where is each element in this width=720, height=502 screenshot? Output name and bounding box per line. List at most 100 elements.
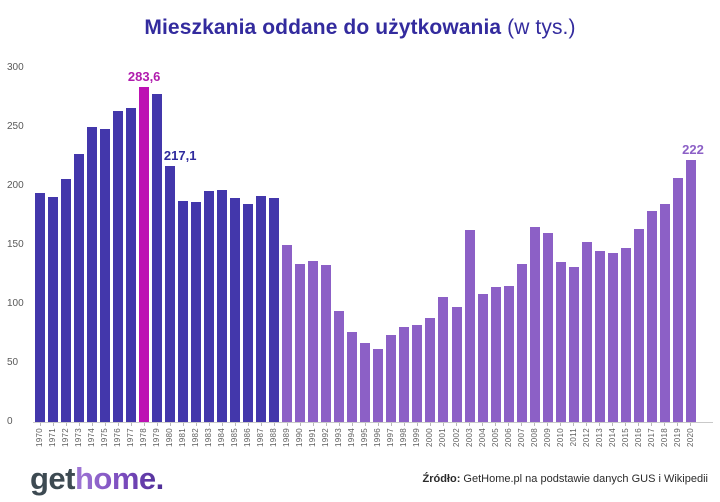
x-tick: [156, 423, 158, 426]
chart-title: Mieszkania oddane do użytkowania (w tys.…: [0, 16, 720, 40]
bar-chart: 1970 1971 1972 1973 1974 1975 1976 1977 1978 1979…: [0, 55, 720, 457]
bar-1982: [191, 202, 202, 422]
bar-1999: [412, 325, 423, 422]
x-axis-label-1980: 1980: [165, 428, 175, 447]
logo-text-home: home.: [75, 461, 164, 496]
x-slot-1978: 1978: [139, 423, 149, 447]
x-tick: [338, 423, 340, 426]
x-axis-label-2001: 2001: [438, 428, 448, 447]
x-axis-label-1988: 1988: [269, 428, 279, 447]
x-tick: [508, 423, 510, 426]
x-axis-label-1976: 1976: [113, 428, 123, 447]
x-axis-label-2004: 2004: [477, 428, 487, 447]
x-slot-1976: 1976: [113, 423, 123, 447]
bar-1992: [321, 265, 332, 422]
x-axis-label-1973: 1973: [74, 428, 84, 447]
x-tick: [690, 423, 692, 426]
bar-2012: [581, 242, 592, 422]
x-tick: [286, 423, 288, 426]
bar-2001: [438, 296, 449, 422]
x-axis-label-1979: 1979: [152, 428, 162, 447]
x-slot-1984: 1984: [217, 423, 227, 447]
gethome-logo: gethome.: [30, 459, 164, 499]
x-tick: [469, 423, 471, 426]
x-axis-label-1994: 1994: [347, 428, 357, 447]
x-axis-label-2000: 2000: [425, 428, 435, 447]
x-axis-label-2012: 2012: [581, 428, 591, 447]
x-slot-2018: 2018: [660, 423, 670, 447]
bar-2009: [542, 233, 553, 422]
x-slot-2009: 2009: [543, 423, 553, 447]
x-tick: [143, 423, 145, 426]
x-tick: [39, 423, 41, 426]
x-tick: [312, 423, 314, 426]
x-tick: [573, 423, 575, 426]
x-axis-label-1992: 1992: [321, 428, 331, 447]
x-axis-label-2020: 2020: [685, 428, 695, 447]
y-axis-label-300: 300: [7, 62, 24, 73]
x-axis-label-1978: 1978: [139, 428, 149, 447]
bar-1986: [243, 203, 254, 422]
bar-1995: [360, 342, 371, 422]
x-axis-label-2009: 2009: [542, 428, 552, 447]
x-slot-2019: 2019: [673, 423, 683, 447]
x-slot-2016: 2016: [634, 423, 644, 447]
x-slot-1989: 1989: [282, 423, 292, 447]
x-slot-1971: 1971: [48, 423, 58, 447]
bar-2020: [685, 160, 696, 422]
x-axis-label-1995: 1995: [360, 428, 370, 447]
chart-title-suffix: (w tys.): [501, 16, 576, 39]
x-slot-1994: 1994: [347, 423, 357, 447]
x-slot-2020: 2020: [686, 423, 696, 447]
x-tick: [273, 423, 275, 426]
bar-2016: [633, 229, 644, 422]
bar-1994: [347, 332, 358, 422]
source-prefix: Źródło:: [422, 473, 461, 485]
source-text: GetHome.pl na podstawie danych GUS i Wik…: [460, 473, 708, 485]
x-slot-2006: 2006: [504, 423, 514, 447]
x-tick: [429, 423, 431, 426]
x-slot-1987: 1987: [256, 423, 266, 447]
x-tick: [677, 423, 679, 426]
bar-2002: [451, 306, 462, 422]
x-slot-2014: 2014: [608, 423, 618, 447]
x-tick: [91, 423, 93, 426]
x-slot-2001: 2001: [438, 423, 448, 447]
x-slot-1996: 1996: [373, 423, 383, 447]
x-axis-line: [33, 422, 713, 423]
x-axis-label-1983: 1983: [204, 428, 214, 447]
x-axis-label-1975: 1975: [100, 428, 110, 447]
x-slot-2015: 2015: [621, 423, 631, 447]
bar-1981: [178, 201, 189, 422]
bar-1979: [152, 94, 163, 422]
x-axis-label-2016: 2016: [633, 428, 643, 447]
x-slot-1974: 1974: [87, 423, 97, 447]
x-axis-label-1985: 1985: [230, 428, 240, 447]
x-tick: [456, 423, 457, 426]
x-slot-1980: 1980: [165, 423, 175, 447]
bar-1993: [334, 310, 345, 422]
logo-text-get: get: [30, 461, 76, 496]
x-slot-1985: 1985: [230, 423, 240, 447]
x-tick: [612, 423, 614, 426]
x-axis-label-2017: 2017: [646, 428, 656, 447]
x-tick: [586, 423, 588, 426]
bar-1983: [204, 191, 215, 422]
x-axis-label-2010: 2010: [555, 428, 565, 447]
bar-2008: [529, 227, 540, 422]
bar-2010: [555, 261, 566, 422]
x-tick: [117, 423, 119, 426]
bar-2006: [503, 285, 514, 422]
x-axis-label-2008: 2008: [529, 428, 539, 447]
x-slot-1997: 1997: [386, 423, 396, 447]
x-tick: [599, 423, 601, 426]
bar-2019: [672, 177, 683, 422]
bar-1978: [139, 87, 150, 422]
x-tick: [195, 423, 197, 426]
x-axis-label-1970: 1970: [35, 428, 44, 447]
x-tick: [364, 423, 366, 426]
bar-2003: [464, 230, 475, 422]
bar-1974: [87, 127, 98, 422]
x-slot-2005: 2005: [491, 423, 501, 447]
bar-2017: [646, 211, 657, 422]
